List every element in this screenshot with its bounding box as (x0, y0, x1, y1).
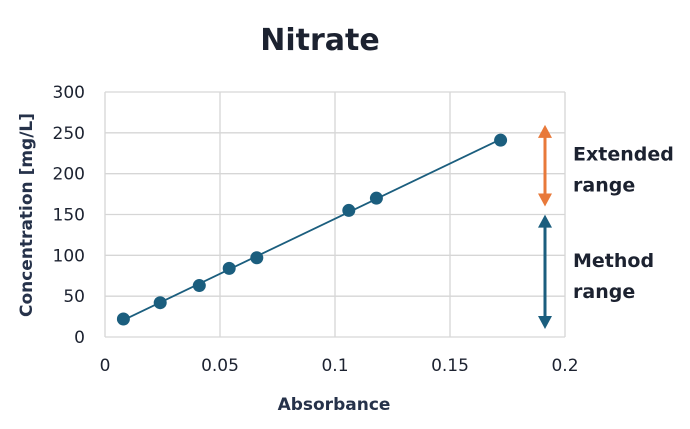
x-tick-label: 0 (100, 356, 111, 376)
x-tick-label: 0.05 (201, 356, 239, 376)
data-point (116, 312, 130, 326)
range-arrow-head-up (538, 124, 552, 138)
y-tick-label: 50 (63, 287, 85, 307)
data-point (250, 251, 264, 265)
y-tick-label: 250 (53, 124, 85, 144)
data-points (116, 133, 508, 326)
y-tick-labels: 0 50 100 150 200 250 300 (53, 83, 85, 348)
x-axis-label: Absorbance (278, 395, 391, 415)
x-tick-label: 0.1 (321, 356, 348, 376)
x-tick-labels: 0 0.05 0.1 0.15 0.2 (100, 356, 579, 376)
x-tick-label: 0.15 (431, 356, 469, 376)
data-point (192, 279, 206, 293)
data-point (222, 261, 236, 275)
y-tick-label: 150 (53, 206, 85, 226)
range-arrow-head-down (538, 316, 552, 329)
range-label: Extended (573, 144, 674, 166)
x-tick-label: 0.2 (551, 356, 578, 376)
y-tick-label: 300 (53, 83, 85, 103)
y-tick-label: 100 (53, 246, 85, 266)
y-tick-label: 200 (53, 165, 85, 185)
range-annotations: Extended range Method range (538, 124, 674, 329)
range-arrow-head-up (538, 214, 552, 228)
fit-line (123, 138, 501, 321)
range-label: range (573, 175, 635, 197)
range-arrow-head-down (538, 193, 552, 207)
range-label: range (573, 281, 635, 303)
chart-title: Nitrate (260, 23, 379, 58)
y-axis-label: Concentration [mg/L] (17, 113, 37, 317)
y-tick-label: 0 (74, 328, 85, 348)
data-point (153, 296, 167, 310)
fit-line-group (123, 138, 501, 321)
range-label: Method (573, 250, 654, 272)
data-point (342, 203, 356, 217)
data-point (369, 191, 383, 205)
data-point (494, 133, 508, 147)
grid (104, 91, 566, 338)
